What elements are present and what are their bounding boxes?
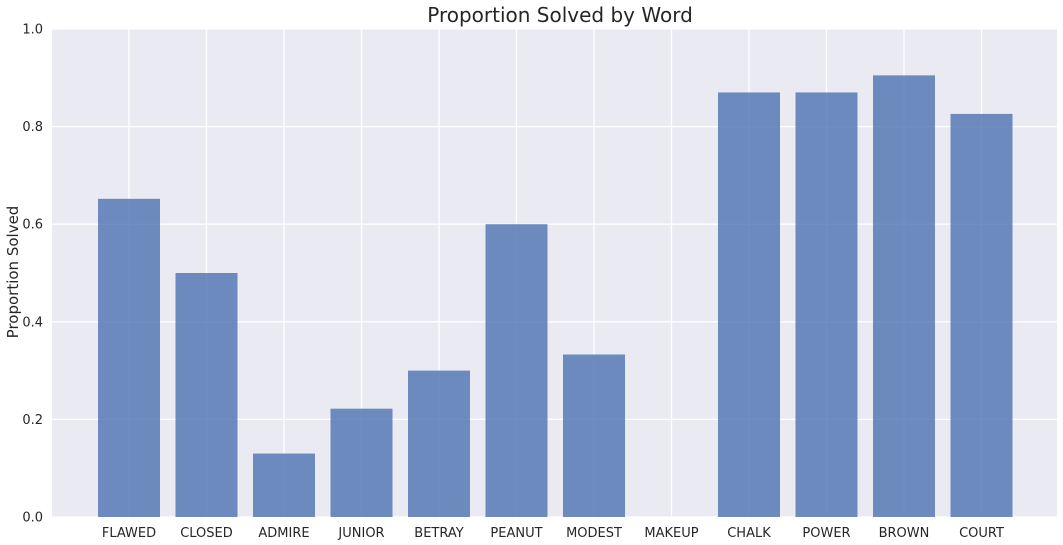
bar-betray: [408, 370, 470, 517]
x-tick-label: CHALK: [727, 526, 771, 541]
bar-closed: [175, 273, 238, 517]
y-tick-label: 0.8: [22, 120, 43, 135]
x-tick-label: CLOSED: [180, 526, 233, 541]
bar-court: [950, 113, 1013, 518]
x-tick-label: JUNIOR: [337, 526, 384, 541]
y-tick-label: 0.6: [22, 218, 43, 233]
bar-peanut: [485, 224, 548, 517]
plot-area: 0.0 0.2 0.4 0.6 0.8 1.0 FLAWED CLOSED ADMIRE JUNI…: [22, 23, 1057, 541]
chart-title: Proportion Solved by Word: [427, 3, 693, 27]
x-tick-label: MAKEUP: [644, 526, 698, 541]
x-tick-label: POWER: [802, 526, 850, 541]
y-tick-label: 0.4: [22, 315, 43, 330]
x-tick-label: BETRAY: [414, 526, 463, 541]
x-tick-label: COURT: [959, 526, 1004, 541]
y-tick-label: 0.2: [22, 413, 43, 428]
y-axis-label: Proportion Solved: [4, 206, 22, 339]
x-tick-label: FLAWED: [102, 526, 156, 541]
bar-admire: [253, 453, 315, 517]
bar-modest: [563, 354, 625, 517]
bar-junior: [330, 408, 393, 517]
bar-power: [795, 92, 858, 517]
bar-flawed: [98, 198, 160, 517]
x-tick-label: MODEST: [566, 526, 622, 541]
bar-brown: [873, 75, 935, 518]
y-tick-label: 0.0: [22, 511, 43, 526]
x-tick-label: ADMIRE: [258, 526, 309, 541]
x-tick-label: PEANUT: [490, 526, 542, 541]
y-tick-label: 1.0: [22, 23, 43, 38]
bar-chalk: [718, 92, 780, 517]
x-tick-label: BROWN: [879, 526, 930, 541]
